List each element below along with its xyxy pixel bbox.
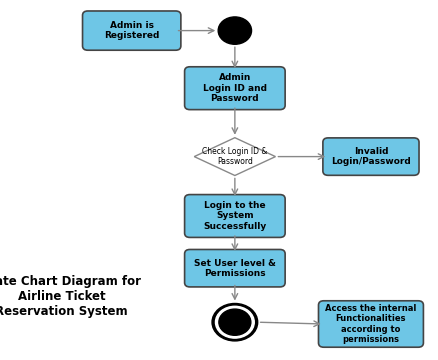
FancyBboxPatch shape: [82, 11, 180, 50]
Text: Admin is
Registered: Admin is Registered: [104, 21, 159, 40]
Circle shape: [218, 17, 251, 44]
Polygon shape: [194, 138, 275, 176]
FancyBboxPatch shape: [184, 194, 285, 238]
FancyBboxPatch shape: [322, 138, 418, 175]
Circle shape: [212, 303, 257, 341]
FancyBboxPatch shape: [184, 249, 285, 287]
Text: Set User level &
Permissions: Set User level & Permissions: [194, 258, 275, 278]
FancyBboxPatch shape: [318, 301, 422, 347]
Text: Invalid
Login/Password: Invalid Login/Password: [330, 147, 410, 166]
FancyBboxPatch shape: [184, 67, 285, 109]
Text: Admin
Login ID and
Password: Admin Login ID and Password: [202, 73, 266, 103]
Text: State Chart Diagram for
Airline Ticket
Reservation System: State Chart Diagram for Airline Ticket R…: [0, 275, 141, 319]
Text: Access the internal
Functionalities
according to
permissions: Access the internal Functionalities acco…: [325, 304, 416, 344]
Text: Login to the
System
Successfully: Login to the System Successfully: [203, 201, 266, 231]
Circle shape: [215, 306, 254, 338]
Text: Check Login ID &
Password: Check Login ID & Password: [202, 147, 267, 166]
Circle shape: [219, 309, 250, 335]
